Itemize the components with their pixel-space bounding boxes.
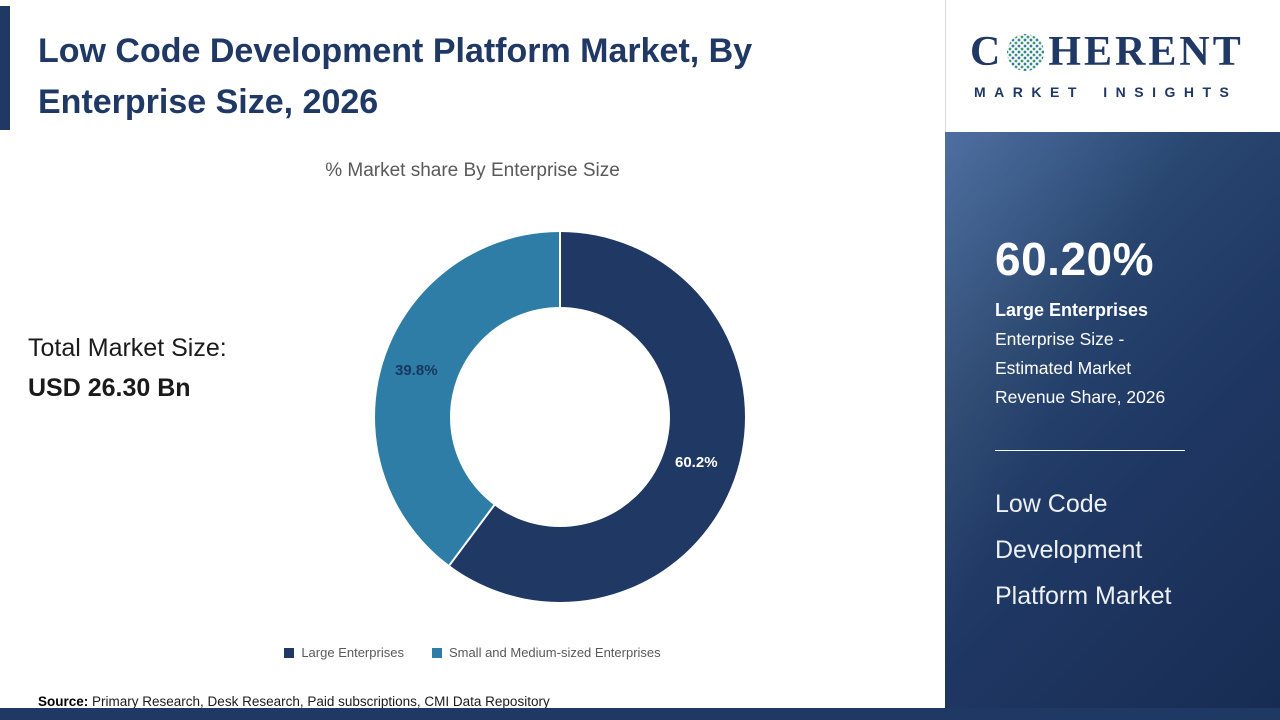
logo-wordmark: C HERENT <box>970 28 1280 76</box>
legend-swatch <box>284 647 295 658</box>
slice-label-large-enterprises: 60.2% <box>675 454 718 471</box>
legend-item-sme: Small and Medium-sized Enterprises <box>431 645 661 660</box>
donut-chart: 60.2% 39.8% <box>375 232 745 602</box>
total-market-size-value: USD 26.30 Bn <box>28 374 191 402</box>
highlight-panel: 60.20% Large Enterprises Enterprise Size… <box>945 132 1280 720</box>
logo-globe-icon <box>1007 33 1045 71</box>
total-market-size-label: Total Market Size: <box>28 334 227 362</box>
legend-swatch <box>431 647 442 658</box>
panel-divider <box>995 450 1185 451</box>
chart-title: % Market share By Enterprise Size <box>325 160 620 181</box>
source-label: Source: <box>38 694 89 709</box>
highlight-segment-name: Large Enterprises <box>995 300 1149 320</box>
donut-hole <box>450 307 670 527</box>
logo-tagline: MARKET INSIGHTS <box>974 84 1238 100</box>
slice-label-sme: 39.8% <box>395 362 438 379</box>
highlight-description: Enterprise Size - Estimated Market Reven… <box>995 329 1166 407</box>
source-note: Source: Primary Research, Desk Research,… <box>38 694 550 709</box>
title-accent-bar <box>0 6 10 130</box>
legend-label: Large Enterprises <box>301 645 404 660</box>
logo-letter-c: C <box>970 29 1004 75</box>
panel-market-name: Low Code Development Platform Market <box>995 490 1172 610</box>
source-text: Primary Research, Desk Research, Paid su… <box>92 694 550 709</box>
logo-letters-rest: HERENT <box>1048 29 1244 75</box>
highlight-share-value: 60.20% <box>995 233 1155 285</box>
bottom-bar <box>0 708 1280 720</box>
chart-legend: Large Enterprises Small and Medium-sized… <box>0 645 945 660</box>
legend-label: Small and Medium-sized Enterprises <box>448 645 661 660</box>
total-market-size: Total Market Size: USD 26.30 Bn <box>28 328 227 408</box>
logo: C HERENT MARKET INSIGHTS <box>945 0 1280 132</box>
page-title: Low Code Development Platform Market, By… <box>38 32 753 121</box>
legend-item-large-enterprises: Large Enterprises <box>284 645 404 660</box>
